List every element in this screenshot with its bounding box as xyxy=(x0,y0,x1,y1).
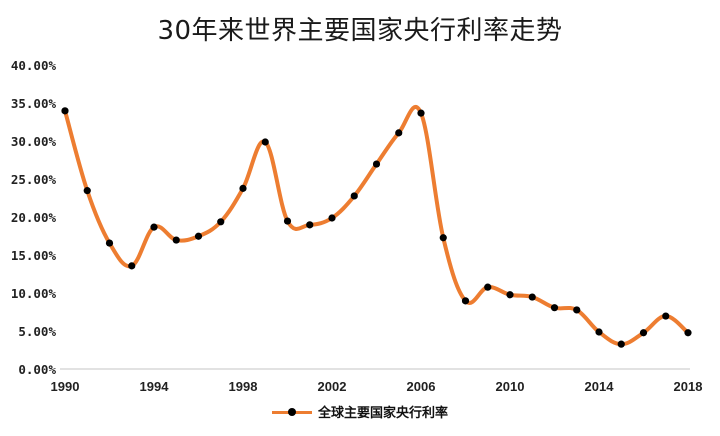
data-point xyxy=(61,107,69,115)
data-point xyxy=(150,223,158,231)
data-point xyxy=(306,221,314,229)
y-tick-label: 35.00% xyxy=(11,96,57,111)
data-point xyxy=(550,304,559,312)
data-point xyxy=(461,297,470,305)
legend: 全球主要国家央行利率 xyxy=(0,402,720,421)
data-point xyxy=(350,192,358,200)
data-point xyxy=(662,312,670,320)
data-point xyxy=(595,328,603,336)
y-tick-label: 5.00% xyxy=(18,324,56,339)
series-line xyxy=(63,104,690,347)
x-axis: 1990 1994 1998 2002 2006 2010 2014 2018 xyxy=(51,379,703,394)
y-tick-label: 10.00% xyxy=(11,286,57,301)
x-tick-label: 2018 xyxy=(674,379,703,394)
x-tick-label: 2014 xyxy=(585,379,615,394)
legend-label: 全球主要国家央行利率 xyxy=(317,406,448,421)
x-tick-label: 1998 xyxy=(229,379,258,394)
y-tick-label: 20.00% xyxy=(11,210,57,225)
data-point xyxy=(528,293,536,301)
data-point xyxy=(395,129,403,137)
data-point xyxy=(506,291,514,299)
y-tick-label: 30.00% xyxy=(11,134,57,149)
data-point xyxy=(194,232,203,240)
x-tick-label: 1990 xyxy=(51,379,80,394)
data-point xyxy=(239,184,247,192)
chart-title: 30年来世界主要国家央行利率走势 xyxy=(157,16,563,46)
data-point xyxy=(172,236,180,244)
data-point xyxy=(128,262,136,270)
data-point xyxy=(484,283,492,291)
data-point xyxy=(684,329,692,337)
data-point xyxy=(83,187,91,195)
data-point xyxy=(261,138,269,146)
data-point xyxy=(439,234,447,242)
data-point xyxy=(328,214,336,222)
y-tick-label: 40.00% xyxy=(11,58,57,73)
data-point xyxy=(617,340,625,348)
y-axis: 0.00% 5.00% 10.00% 15.00% 20.00% 25.00% 30.00%… xyxy=(11,58,57,377)
data-markers xyxy=(61,107,692,348)
data-point xyxy=(417,109,425,117)
data-point xyxy=(217,218,225,226)
x-tick-label: 2010 xyxy=(496,379,525,394)
x-tick-label: 2006 xyxy=(407,379,436,394)
y-tick-label: 25.00% xyxy=(11,172,57,187)
data-point xyxy=(105,239,114,247)
y-tick-label: 0.00% xyxy=(18,362,56,377)
x-tick-label: 1994 xyxy=(140,379,170,394)
data-point xyxy=(573,306,581,314)
legend-line-marker-icon xyxy=(271,405,312,419)
data-point xyxy=(639,329,648,337)
x-tick-label: 2002 xyxy=(318,379,347,394)
data-point xyxy=(283,217,292,225)
data-point xyxy=(372,160,381,168)
y-tick-label: 15.00% xyxy=(11,248,57,263)
